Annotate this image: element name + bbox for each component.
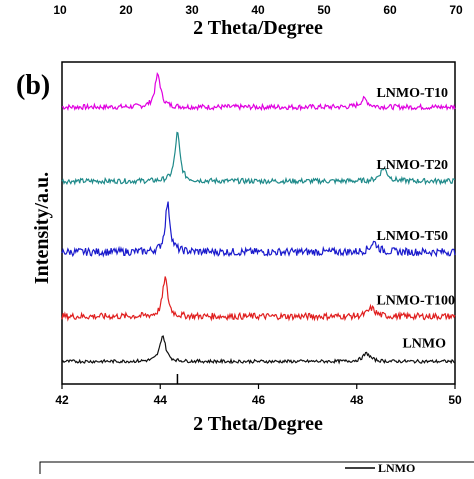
top-tick-label: 30 (185, 3, 199, 17)
series-layer (61, 71, 456, 384)
x-axis-ticks: 42 44 46 48 50 (55, 384, 462, 407)
top-tick-label: 40 (251, 3, 265, 17)
series-line-lnmo-t10 (61, 71, 456, 112)
x-tick-label: 50 (448, 393, 462, 407)
panel-label: (b) (16, 70, 50, 101)
y-axis-title: Intensity/a.u. (31, 172, 53, 284)
series-label: LNMO (402, 336, 446, 351)
x-axis-title: 2 Theta/Degree (193, 413, 323, 435)
plot-frame (61, 61, 456, 385)
series-line-lnmo-t100 (61, 276, 456, 322)
series-line-lnmo (61, 335, 456, 365)
series-labels: LNMO-T10 LNMO-T20 LNMO-T50 LNMO-T100 LNMO (376, 86, 455, 351)
legend-label: LNMO (378, 461, 415, 474)
series-line-lnmo-t20 (61, 131, 456, 186)
top-tick-label: 10 (53, 3, 67, 17)
series-line-lnmo-t50 (61, 201, 456, 258)
top-tick-label: 70 (449, 3, 463, 17)
x-tick-label: 46 (252, 393, 266, 407)
series-label: LNMO-T100 (376, 293, 455, 308)
top-tick-label: 60 (383, 3, 397, 17)
x-tick-label: 42 (55, 393, 69, 407)
series-label: LNMO-T10 (376, 86, 448, 101)
top-panel-x-axis-title: 2 Theta/Degree (193, 17, 323, 39)
x-tick-label: 48 (350, 393, 364, 407)
series-label: LNMO-T20 (376, 158, 448, 173)
series-label: LNMO-T50 (376, 229, 448, 244)
top-tick-label: 20 (119, 3, 133, 17)
top-tick-label: 50 (317, 3, 331, 17)
top-panel-tick-labels: 10 20 30 40 50 60 70 (53, 3, 463, 17)
x-tick-label: 44 (154, 393, 168, 407)
